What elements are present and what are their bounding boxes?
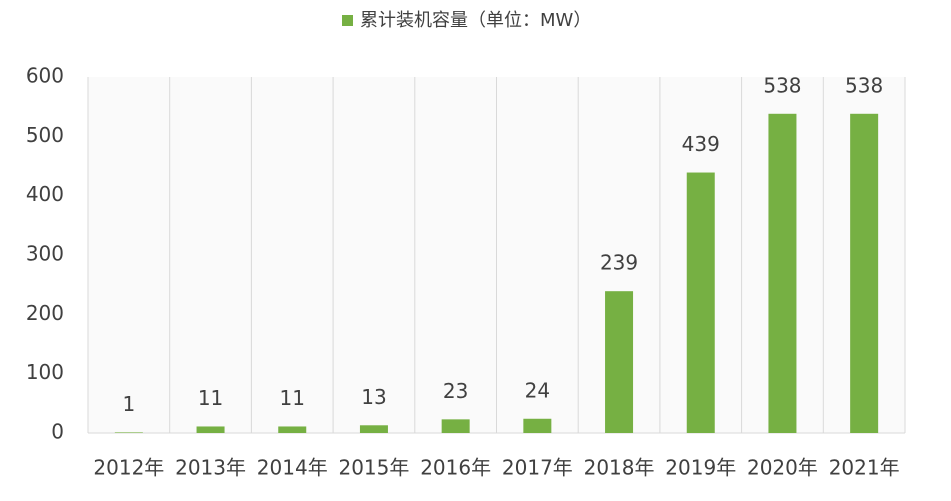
bar (359, 425, 388, 433)
y-tick-label: 500 (26, 123, 64, 147)
bar (850, 113, 879, 433)
bar (114, 432, 143, 433)
value-label: 24 (525, 378, 550, 402)
value-label: 23 (443, 379, 468, 403)
bar (523, 418, 552, 433)
value-label: 13 (361, 385, 386, 409)
y-tick-label: 300 (26, 242, 64, 266)
x-tick-label: 2012年 (93, 456, 164, 480)
value-label: 439 (682, 132, 720, 156)
value-label: 239 (600, 251, 638, 275)
x-tick-label: 2016年 (420, 456, 491, 480)
value-label: 11 (198, 386, 223, 410)
x-tick-label: 2014年 (257, 456, 328, 480)
y-tick-label: 0 (51, 420, 64, 444)
bar (441, 419, 470, 433)
bar (196, 426, 225, 433)
bar (278, 426, 307, 433)
bar (686, 172, 715, 433)
y-tick-label: 400 (26, 182, 64, 206)
y-tick-label: 200 (26, 301, 64, 325)
x-tick-label: 2018年 (584, 456, 655, 480)
legend-swatch (342, 15, 353, 26)
x-tick-label: 2015年 (338, 456, 409, 480)
x-tick-label: 2021年 (829, 456, 900, 480)
bar (768, 113, 797, 433)
value-label: 538 (845, 73, 883, 97)
value-label: 11 (280, 386, 305, 410)
x-tick-label: 2017年 (502, 456, 573, 480)
value-label: 538 (763, 73, 801, 97)
legend-label: 累计装机容量（单位：MW） (360, 10, 591, 31)
y-tick-label: 600 (26, 64, 64, 88)
x-tick-label: 2013年 (175, 456, 246, 480)
x-tick-label: 2019年 (665, 456, 736, 480)
value-label: 1 (122, 392, 135, 416)
x-tick-label: 2020年 (747, 456, 818, 480)
bar (605, 291, 634, 433)
y-tick-label: 100 (26, 360, 64, 384)
